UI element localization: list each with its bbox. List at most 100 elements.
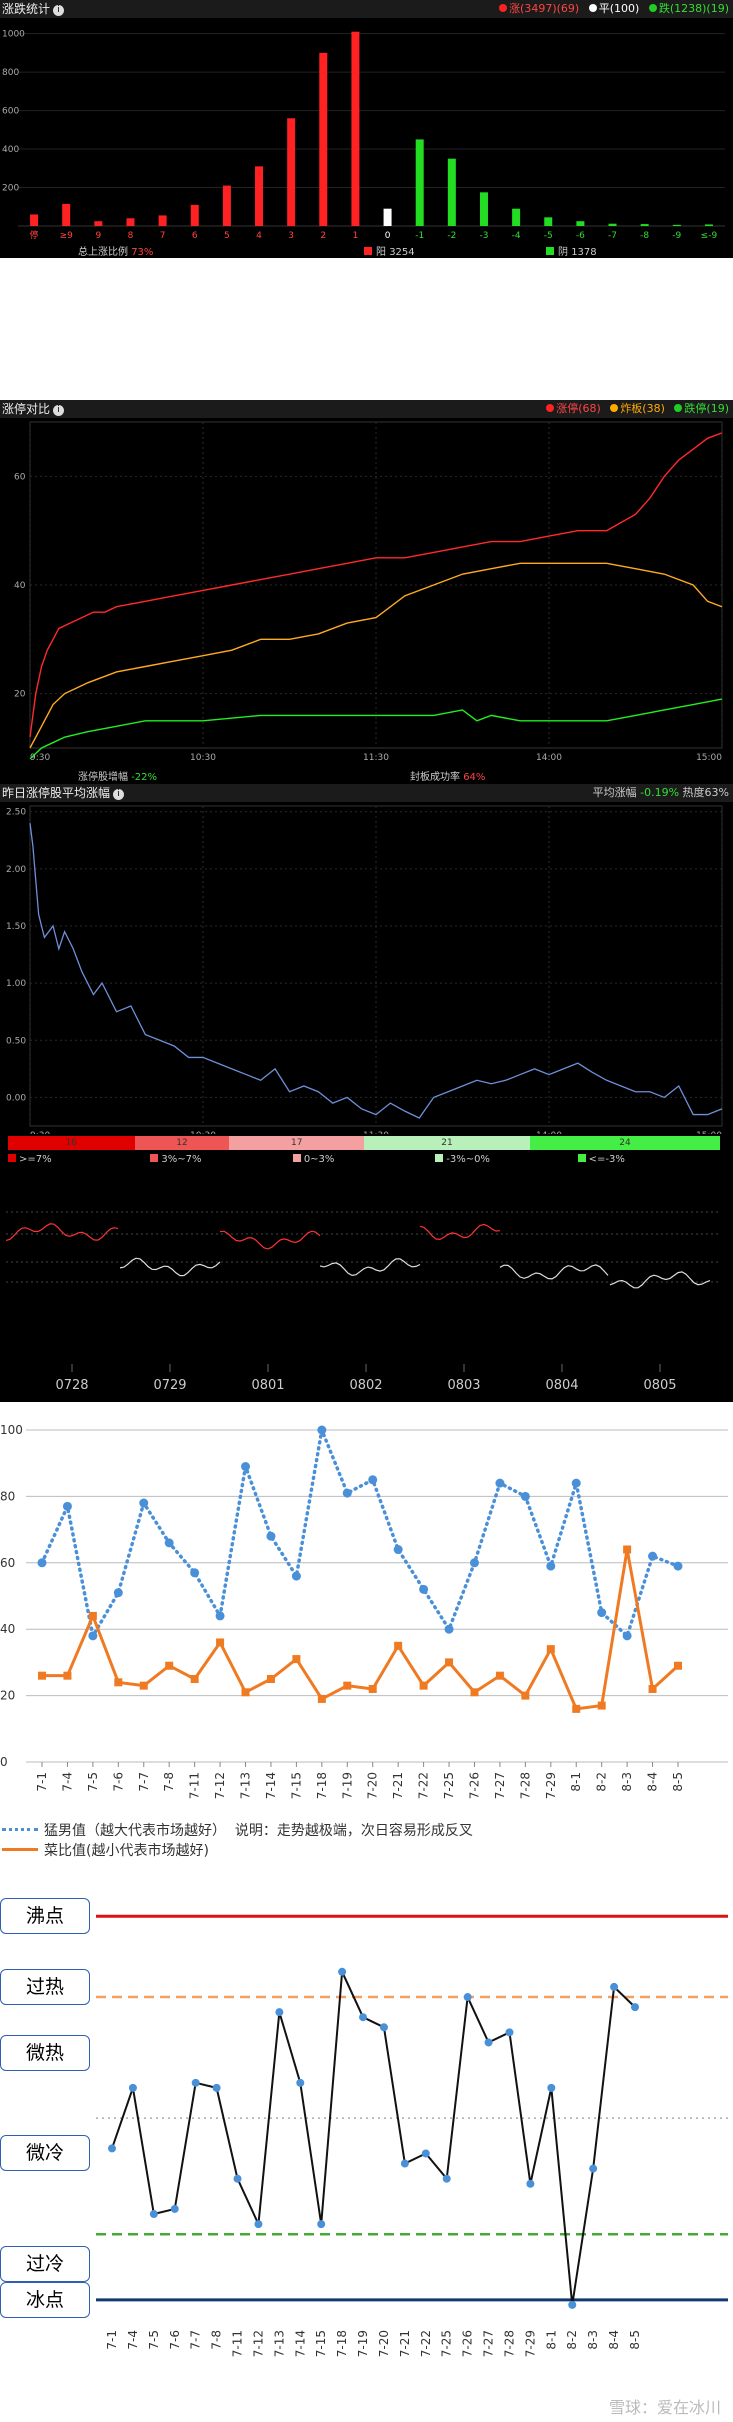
legend-dot-icon [610,404,619,412]
point [631,2003,639,2012]
date-label: 0804 [545,1378,578,1393]
intraday-line [5,1223,119,1241]
level-label: 过冷 [0,2246,90,2283]
x-tick-label: 7-21 [391,1772,405,1799]
bar [544,217,553,226]
series-line [29,698,723,760]
point-caibi [38,1671,46,1680]
x-tick-label: 7-29 [523,2330,537,2357]
x-tick-label: 8-1 [569,1772,583,1792]
y-tick-label: 1000 [2,30,25,40]
point-mengnan [368,1475,378,1485]
square-icon [435,1154,444,1162]
y-tick-label: 2.00 [6,865,26,875]
panel-header: 涨跌统计 i 涨(3497)(69) 平(100) 跌(1238)(19) [0,0,733,18]
distribution-segment: 24 [530,1136,720,1150]
y-tick-label: 600 [2,107,19,117]
x-tick-label: -8 [640,231,649,241]
point-mengnan [164,1538,174,1548]
y-tick-label: 1.50 [6,922,26,932]
x-tick-label: 7-12 [213,1772,227,1799]
x-tick-label: 7-15 [314,2330,328,2357]
info-icon[interactable]: i [113,789,125,800]
x-tick-label: 7-11 [188,1772,202,1799]
y-tick-label: 0.00 [6,1093,26,1103]
panel-title: 涨跌统计 i [2,0,65,18]
level-label: 冰点 [0,2281,90,2318]
series-line [29,823,723,1119]
panel-title: 涨停对比 i [2,400,65,418]
level-label: 微冷 [0,2135,90,2172]
point-mengnan [62,1501,72,1511]
x-tick-label: 7-5 [86,1772,100,1792]
rise-fall-bar-chart: 200 400 600 800 1000 停 ≥9 9 8 7 6 5 4 3 2 1 0 -1 -2 -3 -4 -5 -… [2,30,725,241]
x-tick-label: 7-13 [239,1772,253,1799]
point [359,2013,368,2022]
point-caibi [190,1675,199,1683]
panel-header: 昨日涨停股平均涨幅 i 平均涨幅 -0.19% 热度63% [0,784,733,802]
x-tick-label: 7-13 [272,2330,286,2357]
x-tick-label: 7-20 [366,1772,380,1799]
series-line [111,1967,636,2306]
legend-limit-down: 跌停(19) [684,402,729,415]
bar [672,224,681,226]
x-tick-label: 7-22 [419,2330,433,2357]
down-count: 阴 1378 [546,243,597,258]
yesterday-avg-panel: 昨日涨停股平均涨幅 i 平均涨幅 -0.19% 热度63% 0.00 0.50 1.0… [0,784,733,1141]
point [233,2174,242,2183]
point [610,1982,619,1991]
square-icon [364,247,372,255]
chart-note: 说明：走势越极端，次日容易形成反叉 [234,1823,473,1839]
info-icon[interactable]: i [53,405,65,416]
x-tick-label: 7-8 [210,2330,224,2350]
bar [351,31,360,227]
square-icon [546,247,554,255]
bar [383,208,392,226]
x-tick-label: 14:00 [536,753,562,763]
x-tick-label: 7-7 [189,2330,203,2350]
x-tick-label: -5 [544,231,553,241]
x-tick-label: 8-2 [565,2330,579,2350]
distribution-segment: 12 [134,1136,230,1150]
rise-fall-panel: 涨跌统计 i 涨(3497)(69) 平(100) 跌(1238)(19) 200… [0,0,733,258]
point-mengnan [241,1462,251,1472]
x-tick-label: -9 [672,231,681,241]
square-icon [577,1154,586,1162]
legend-limit-up: 涨停(68) [556,402,601,415]
distribution-segment: 17 [229,1136,364,1150]
point-caibi [292,1655,301,1664]
point-caibi [88,1611,97,1620]
up-count: 阳 3254 [364,243,415,258]
date-label: 0729 [153,1378,186,1393]
point-caibi [419,1681,428,1690]
y-tick-label: 40 [0,1622,15,1636]
y-tick-label: 100 [0,1423,23,1437]
point-mengnan [673,1561,683,1571]
x-tick-label: -2 [447,231,456,241]
point-caibi [470,1688,479,1697]
ratio-label: 总上涨比例 73% [78,247,154,258]
x-tick-label: 10:30 [190,753,216,763]
distribution-segment: 16 [8,1136,135,1150]
point-mengnan [342,1488,352,1498]
bar [62,203,71,226]
legend-down: 跌(1238)(19) [658,2,729,15]
date-label: 0802 [349,1378,382,1393]
x-tick-label: 7-27 [493,1772,507,1799]
point-mengnan [419,1584,429,1594]
point [254,2220,263,2229]
point-mengnan [393,1545,403,1555]
point [108,2144,116,2153]
bar [287,118,296,226]
square-icon [292,1154,301,1162]
point-mengnan [37,1558,47,1568]
level-label: 沸点 [0,1898,90,1935]
info-icon[interactable]: i [53,5,65,16]
intraday-line [419,1223,501,1241]
distribution-legend-item: 0~3% [292,1154,435,1168]
x-tick-label: 7-1 [105,2330,119,2350]
point [170,2204,179,2213]
point-caibi [317,1694,326,1703]
bar [222,185,231,226]
level-label: 微热 [0,2034,90,2071]
